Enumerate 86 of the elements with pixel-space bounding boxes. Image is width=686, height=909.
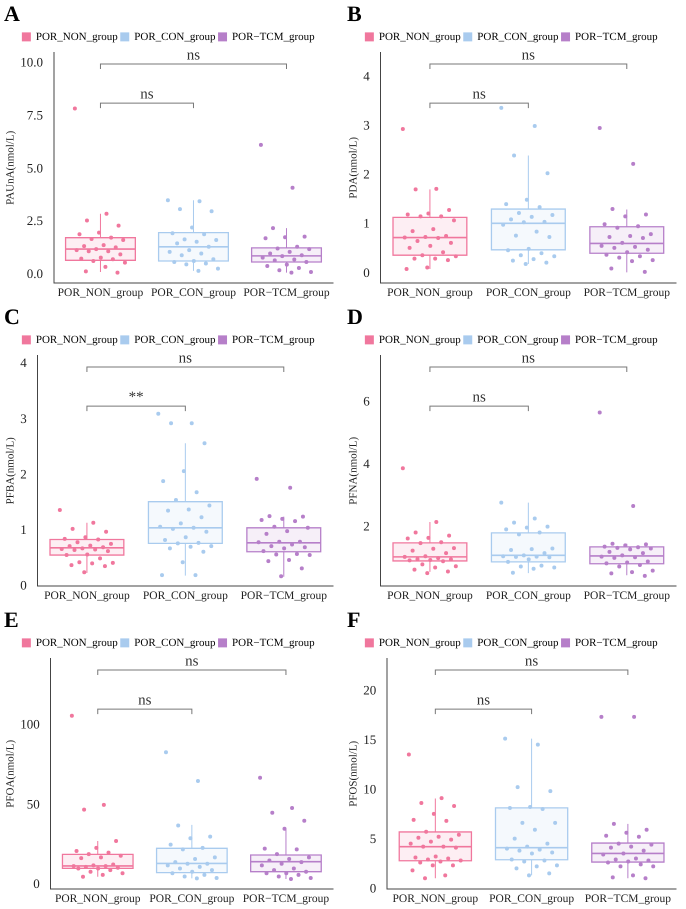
y-tick-label: 4 bbox=[363, 456, 370, 471]
y-tick-label: 20 bbox=[363, 682, 376, 698]
legend-label: POR−TCM_group bbox=[575, 334, 658, 346]
annotation: ns bbox=[476, 692, 490, 709]
x-tick-label: POR_CON_group bbox=[150, 287, 236, 300]
y-axis-title: PFOS(nmol/L) bbox=[347, 740, 360, 807]
legend-label: POR−TCM_group bbox=[232, 636, 316, 649]
y-tick-label: 0.0 bbox=[26, 266, 43, 282]
annotation: ns bbox=[522, 350, 536, 366]
x-tick-label: POR_CON_group bbox=[149, 893, 235, 906]
y-tick-label: 4 bbox=[20, 355, 28, 370]
annotation: ns bbox=[185, 653, 199, 670]
y-axis-title: PFOA(nmol/L) bbox=[4, 740, 16, 808]
x-tick-label: POR_CON_group bbox=[486, 287, 572, 300]
y-tick-label: 0 bbox=[33, 876, 40, 891]
legend-label: POR−TCM_group bbox=[575, 30, 658, 43]
annotation: ns bbox=[178, 350, 192, 366]
legend-label: POR_CON_group bbox=[134, 334, 216, 346]
y-tick-label: 1 bbox=[20, 522, 27, 538]
y-tick-label: 2 bbox=[20, 466, 27, 482]
legend-label: POR_NON_group bbox=[378, 334, 462, 346]
legend-label: POR_CON_group bbox=[477, 636, 560, 649]
legend-label: POR_CON_group bbox=[134, 636, 216, 649]
y-tick-label: 1 bbox=[363, 216, 370, 231]
y-tick-label: 2 bbox=[363, 166, 370, 182]
y-tick-label: 0 bbox=[363, 264, 370, 280]
legend-label: POR−TCM_group bbox=[232, 30, 316, 43]
chart-title: A bbox=[4, 0, 20, 26]
y-axis-title: PFBA(nmol/L) bbox=[4, 436, 16, 504]
x-tick-label: POR_NON_group bbox=[387, 287, 473, 300]
legend-label: POR_CON_group bbox=[134, 30, 216, 43]
annotation: ns bbox=[138, 692, 152, 709]
legend-label: POR_NON_group bbox=[36, 636, 118, 649]
annotation: ns bbox=[140, 86, 154, 103]
y-tick-label: 0 bbox=[20, 578, 27, 593]
x-tick-label: POR_CON_group bbox=[486, 590, 572, 602]
x-tick-label: POR_NON_group bbox=[58, 287, 144, 300]
legend-label: POR_NON_group bbox=[36, 334, 118, 346]
y-tick-label: 10 bbox=[363, 782, 376, 797]
x-tick-label: POR−TCM_group bbox=[584, 893, 672, 906]
y-axis-title: PAUnA(nmol/L) bbox=[4, 130, 16, 205]
x-tick-label: POR_NON_group bbox=[44, 590, 130, 602]
chart-title: B bbox=[347, 0, 362, 26]
legend-label: POR_CON_group bbox=[477, 334, 560, 346]
y-tick-label: 3 bbox=[363, 117, 370, 132]
chart-title: E bbox=[4, 606, 19, 632]
y-tick-label: 50 bbox=[26, 796, 40, 812]
y-axis-title: PFNA(nmol/L) bbox=[347, 436, 360, 505]
x-tick-label: POR_NON_group bbox=[392, 893, 478, 906]
y-tick-label: 15 bbox=[363, 732, 376, 748]
chart-title: D bbox=[347, 304, 363, 329]
legend-label: POR_NON_group bbox=[378, 30, 462, 43]
x-tick-label: POR_NON_group bbox=[387, 590, 473, 602]
x-tick-label: POR−TCM_group bbox=[240, 590, 328, 602]
legend-label: POR−TCM_group bbox=[575, 636, 658, 649]
annotation: ns bbox=[472, 86, 486, 103]
y-tick-label: 0 bbox=[370, 880, 376, 896]
y-tick-label: 4 bbox=[363, 68, 370, 84]
y-tick-label: 6 bbox=[363, 394, 370, 409]
legend-label: POR_NON_group bbox=[378, 636, 462, 649]
annotation: ns bbox=[186, 47, 200, 64]
x-tick-label: POR−TCM_group bbox=[584, 287, 670, 300]
annotation: ns bbox=[522, 47, 536, 64]
y-tick-label: 100 bbox=[20, 716, 40, 732]
x-tick-label: POR−TCM_group bbox=[243, 287, 330, 300]
x-tick-label: POR_CON_group bbox=[142, 590, 228, 602]
y-tick-label: 2.5 bbox=[26, 213, 43, 228]
y-tick-label: 2 bbox=[363, 518, 370, 534]
x-tick-label: POR−TCM_group bbox=[584, 590, 670, 602]
x-tick-label: POR−TCM_group bbox=[242, 893, 330, 906]
y-tick-label: 10.0 bbox=[20, 54, 43, 70]
x-tick-label: POR_NON_group bbox=[54, 893, 141, 906]
chart-title: C bbox=[4, 304, 20, 329]
x-tick-label: POR_CON_group bbox=[489, 893, 574, 906]
legend-label: POR_NON_group bbox=[36, 30, 118, 43]
y-tick-label: 5 bbox=[370, 831, 376, 846]
annotation: ns bbox=[472, 390, 486, 406]
annotation: ** bbox=[128, 390, 144, 406]
y-tick-label: 5.0 bbox=[26, 160, 43, 176]
y-tick-label: 3 bbox=[20, 410, 27, 426]
chart-title: F bbox=[347, 606, 360, 632]
legend-label: POR−TCM_group bbox=[232, 334, 316, 346]
y-tick-label: 7.5 bbox=[26, 107, 43, 122]
annotation: ns bbox=[524, 653, 538, 670]
y-axis-title: PDA(nmol/L) bbox=[347, 136, 360, 199]
legend-label: POR_CON_group bbox=[477, 30, 560, 43]
